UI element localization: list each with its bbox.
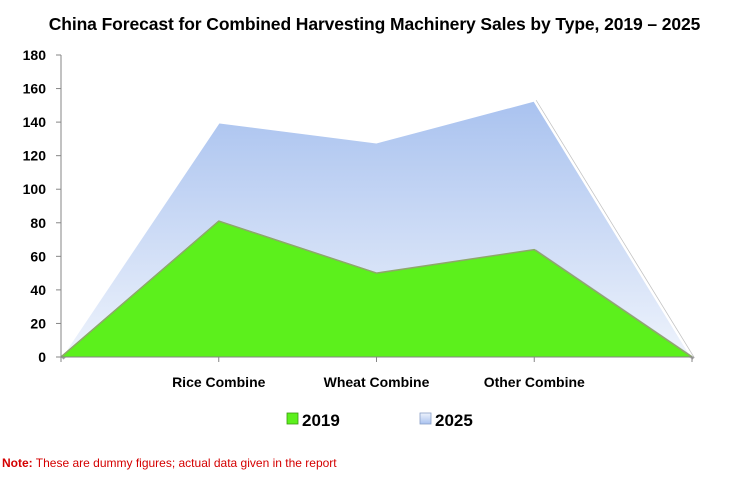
legend-swatch-2019 — [286, 412, 299, 425]
legend-swatch-2025 — [419, 412, 432, 425]
y-tick-label: 160 — [23, 81, 47, 97]
y-tick-label: 20 — [30, 315, 46, 331]
y-tick-label: 40 — [30, 282, 46, 298]
series-2019-area — [61, 221, 692, 357]
areas-layer — [59, 99, 695, 360]
footnote-label: Note: — [2, 456, 33, 470]
y-tick-label: 180 — [23, 47, 47, 63]
y-tick-label: 60 — [30, 248, 46, 264]
y-tick-label: 0 — [38, 349, 46, 365]
legend-label-2025: 2025 — [435, 411, 473, 430]
y-tick-label: 80 — [30, 215, 46, 231]
footnote-text: These are dummy figures; actual data giv… — [32, 456, 337, 470]
chart-title: China Forecast for Combined Harvesting M… — [48, 14, 701, 34]
legend-label-2019: 2019 — [302, 411, 340, 430]
y-tick-label: 140 — [23, 114, 47, 130]
y-axis-ticks: 0 20 40 60 80 100 120 140 160 180 — [23, 47, 61, 365]
series-2019-line — [60, 220, 693, 358]
x-category-label: Other Combine — [484, 374, 585, 390]
x-category-label: Rice Combine — [172, 374, 266, 390]
legend: 2019 2025 — [286, 411, 473, 430]
x-category-label: Wheat Combine — [324, 374, 430, 390]
y-tick-label: 120 — [23, 148, 47, 164]
y-tick-label: 100 — [23, 181, 47, 197]
footnote: Note: These are dummy figures; actual da… — [2, 456, 337, 470]
x-axis-categories: Rice Combine Wheat Combine Other Combine — [60, 357, 693, 390]
series-2025-line — [59, 99, 694, 358]
